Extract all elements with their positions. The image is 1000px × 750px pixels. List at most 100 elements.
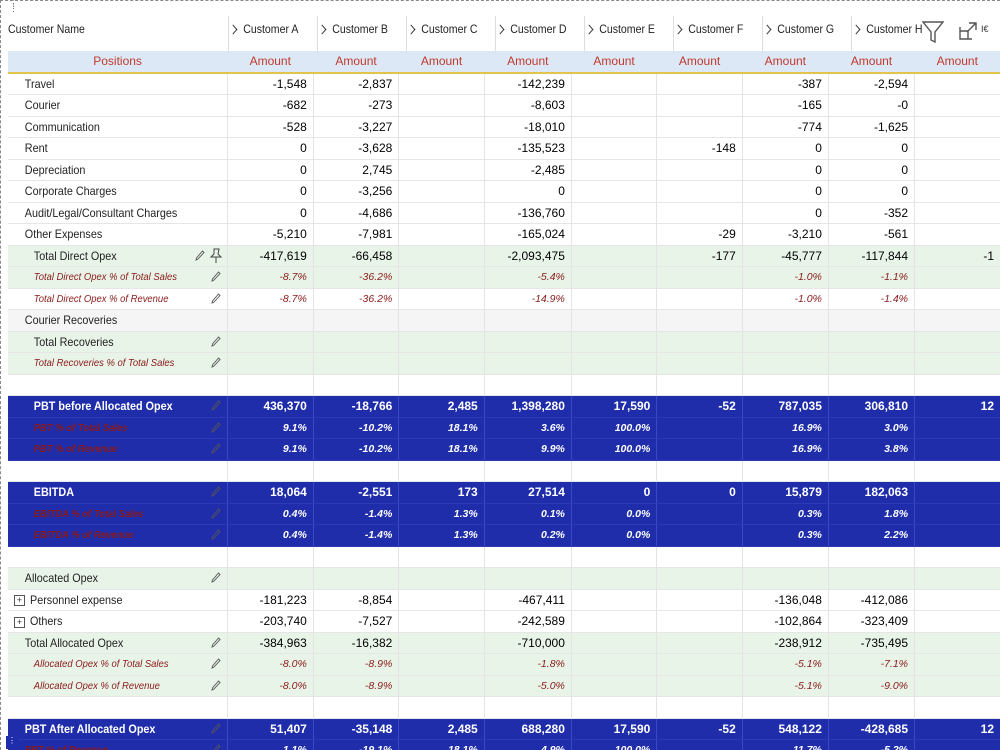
value-cell[interactable]: -1.0% (741, 266, 829, 289)
value-cell[interactable] (483, 460, 572, 482)
value-cell[interactable]: 0 (226, 202, 314, 224)
value-cell[interactable] (570, 653, 657, 676)
value-cell[interactable] (483, 309, 572, 332)
value-cell[interactable]: -10.2% (312, 417, 399, 439)
value-cell[interactable]: 2.2% (827, 524, 915, 547)
row-label[interactable]: Communication (8, 116, 228, 138)
value-cell[interactable] (914, 417, 1000, 439)
pencil-icon[interactable] (211, 744, 221, 750)
value-cell[interactable]: -467,411 (483, 589, 572, 611)
value-cell[interactable]: 182,063 (827, 481, 915, 504)
value-cell[interactable] (741, 696, 829, 719)
value-cell[interactable]: -8,603 (483, 94, 572, 117)
amount-header[interactable]: Amount (227, 51, 314, 74)
value-cell[interactable] (398, 632, 485, 654)
value-cell[interactable]: -428,685 (827, 718, 915, 740)
chevron-right-icon[interactable] (673, 24, 683, 34)
value-cell[interactable] (398, 675, 485, 697)
drill-handle-icon[interactable]: ⋮ (6, 736, 18, 749)
value-cell[interactable] (398, 137, 485, 160)
value-cell[interactable] (914, 137, 1000, 160)
value-cell[interactable]: -10.2% (312, 438, 399, 461)
value-cell[interactable] (398, 653, 485, 676)
value-cell[interactable] (914, 94, 1000, 117)
value-cell[interactable]: 0.2% (483, 524, 572, 547)
value-cell[interactable]: 2,485 (398, 395, 485, 418)
value-cell[interactable]: 100.0% (570, 438, 657, 461)
value-cell[interactable]: -18,010 (483, 116, 572, 138)
value-cell[interactable]: 688,280 (483, 718, 572, 740)
value-cell[interactable] (570, 696, 657, 719)
value-cell[interactable]: 306,810 (827, 395, 915, 418)
value-cell[interactable] (398, 352, 485, 375)
row-label[interactable]: + Personnel expense (8, 589, 228, 611)
value-cell[interactable]: -7.1% (827, 653, 915, 676)
amount-header[interactable]: Amount (656, 51, 743, 74)
row-label[interactable]: Allocated Opex % of Revenue (8, 675, 228, 697)
value-cell[interactable] (656, 374, 743, 396)
value-cell[interactable]: 18,064 (226, 481, 314, 504)
value-cell[interactable]: -352 (827, 202, 915, 224)
value-cell[interactable] (656, 352, 743, 375)
value-cell[interactable] (656, 460, 743, 482)
value-cell[interactable] (483, 546, 572, 568)
column-header-customer[interactable]: Customer H (851, 8, 923, 50)
value-cell[interactable] (226, 374, 314, 396)
value-cell[interactable]: 18.1% (398, 417, 485, 439)
value-cell[interactable]: 4.9% (483, 739, 572, 750)
value-cell[interactable]: 0 (570, 481, 657, 504)
chevron-right-icon[interactable] (228, 24, 238, 34)
value-cell[interactable] (398, 374, 485, 396)
value-cell[interactable] (827, 567, 915, 590)
value-cell[interactable]: -412,086 (827, 589, 915, 611)
value-cell[interactable] (914, 696, 1000, 719)
value-cell[interactable]: 0 (827, 180, 915, 203)
chevron-right-icon[interactable] (495, 24, 505, 34)
value-cell[interactable] (483, 352, 572, 375)
value-cell[interactable]: 0.3% (741, 503, 829, 525)
value-cell[interactable]: -561 (827, 223, 915, 246)
value-cell[interactable]: 0.4% (226, 503, 314, 525)
value-cell[interactable]: 0.1% (483, 503, 572, 525)
chevron-right-icon[interactable] (584, 24, 594, 34)
value-cell[interactable]: 0 (741, 159, 829, 181)
value-cell[interactable] (914, 675, 1000, 697)
value-cell[interactable]: 0 (741, 137, 829, 160)
value-cell[interactable] (398, 116, 485, 138)
value-cell[interactable]: -19.1% (312, 739, 399, 750)
value-cell[interactable]: 0 (741, 180, 829, 203)
value-cell[interactable] (914, 266, 1000, 289)
value-cell[interactable] (312, 567, 399, 590)
value-cell[interactable]: -384,963 (226, 632, 314, 654)
pin-icon[interactable] (209, 248, 223, 264)
value-cell[interactable]: 16.9% (741, 438, 829, 461)
value-cell[interactable]: -2,551 (312, 481, 399, 504)
value-cell[interactable] (312, 460, 399, 482)
value-cell[interactable] (914, 72, 1000, 95)
value-cell[interactable]: -5.4% (483, 266, 572, 289)
pencil-icon[interactable] (211, 572, 221, 584)
value-cell[interactable]: -177 (656, 245, 743, 267)
value-cell[interactable]: 3.8% (827, 438, 915, 461)
value-cell[interactable] (914, 116, 1000, 138)
filter-icon[interactable] (922, 20, 944, 44)
value-cell[interactable]: -8.7% (226, 288, 314, 310)
column-header-customer[interactable]: Customer F (673, 8, 743, 50)
chevron-right-icon[interactable] (851, 24, 861, 34)
value-cell[interactable] (656, 288, 743, 310)
value-cell[interactable] (656, 567, 743, 590)
pencil-icon[interactable] (211, 722, 221, 735)
value-cell[interactable]: 1,398,280 (483, 395, 572, 418)
value-cell[interactable]: 0.0% (570, 524, 657, 547)
value-cell[interactable]: -2,093,475 (483, 245, 572, 267)
value-cell[interactable]: -3,227 (312, 116, 399, 138)
value-cell[interactable] (656, 632, 743, 654)
row-label[interactable]: Total Recoveries % of Total Sales (8, 352, 228, 375)
row-label[interactable]: Allocated Opex % of Total Sales (8, 653, 228, 676)
value-cell[interactable]: 9.1% (226, 417, 314, 439)
value-cell[interactable] (398, 331, 485, 353)
pencil-icon[interactable] (211, 529, 221, 541)
value-cell[interactable] (398, 460, 485, 482)
value-cell[interactable]: -3,628 (312, 137, 399, 160)
value-cell[interactable] (914, 481, 1000, 504)
